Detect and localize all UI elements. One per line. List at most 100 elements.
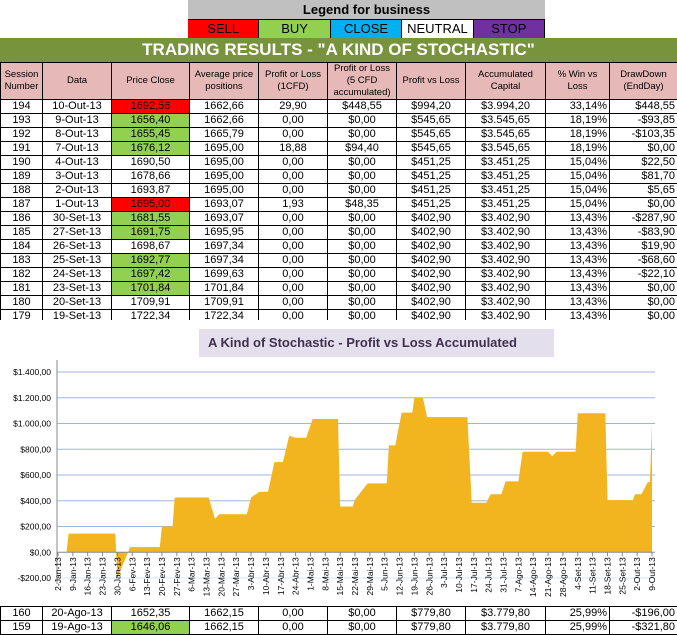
accumulated-capital-cell: $3.451,25 <box>465 197 546 212</box>
price-close-cell: 1691,75 <box>111 225 190 240</box>
price-close-cell: 1652,35 <box>111 606 190 621</box>
price-close-cell: 1701,84 <box>111 281 190 296</box>
drawdown-cell: -$68,60 <box>609 253 677 268</box>
chart: -$200,00 $0,00 $200,00 $400,00 $600,00 $800,0… <box>0 320 677 606</box>
profit-vs-loss-cell: $779,80 <box>396 620 466 635</box>
column-header: Profit or Loss (5 CFD accumulated) <box>327 62 397 100</box>
x-tick-label: 9-Out-13 <box>647 557 657 591</box>
profit-loss-5cfd-cell: $0,00 <box>327 183 397 198</box>
profit-vs-loss-cell: $451,25 <box>396 169 466 184</box>
win-vs-loss-cell: 13,43% <box>545 225 610 240</box>
profit-loss-5cfd-cell: $0,00 <box>327 239 397 254</box>
date-cell: 20-Ago-13 <box>42 606 112 621</box>
session-number-cell: 180 <box>0 295 43 310</box>
session-number-cell: 183 <box>0 253 43 268</box>
drawdown-cell: $81,70 <box>609 169 677 184</box>
profit-vs-loss-cell: $402,90 <box>396 225 466 240</box>
x-tick-label: 19-Jun-13 <box>409 557 419 596</box>
profit-loss-5cfd-cell: $0,00 <box>327 253 397 268</box>
x-tick-label: 3-Abr-13 <box>246 557 256 590</box>
x-tick-label: 1-Mai-13 <box>305 557 315 591</box>
profit-loss-1cfd-cell: 0,00 <box>258 183 328 198</box>
x-tick-label: 16-Jan-13 <box>83 557 93 596</box>
price-close-cell: 1692,56 <box>111 99 190 114</box>
table-row: 188 2-Out-13 1693,87 1695,00 0,00 $0,00 $451,2… <box>0 183 677 198</box>
table-row: 182 24-Set-13 1697,42 1699,63 0,00 $0,00 $402,… <box>0 267 677 282</box>
y-tick-label: $800,00 <box>20 444 51 454</box>
price-close-cell: 1655,45 <box>111 127 190 142</box>
profit-vs-loss-cell: $402,90 <box>396 253 466 268</box>
column-header: Profit vs Loss <box>396 62 466 100</box>
column-header: Average price positions <box>189 62 259 100</box>
accumulated-capital-cell: $3.779,80 <box>465 620 546 635</box>
date-cell: 24-Set-13 <box>42 267 112 282</box>
table-row: 191 7-Out-13 1676,12 1695,00 18,88 $94,40 $545… <box>0 141 677 156</box>
profit-vs-loss-cell: $402,90 <box>396 239 466 254</box>
profit-loss-5cfd-cell: $0,00 <box>327 211 397 226</box>
x-tick-label: 14-Ago-13 <box>528 557 538 597</box>
y-tick-label: $400,00 <box>20 496 51 506</box>
price-close-cell: 1676,12 <box>111 141 190 156</box>
session-number-cell: 190 <box>0 155 43 170</box>
session-number-cell: 182 <box>0 267 43 282</box>
price-close-cell: 1646,06 <box>111 620 190 635</box>
drawdown-cell: $0,00 <box>609 295 677 310</box>
drawdown-cell: $0,00 <box>609 141 677 156</box>
y-tick-label: $600,00 <box>20 470 51 480</box>
accumulated-capital-cell: $3.402,90 <box>465 225 546 240</box>
profit-loss-1cfd-cell: 0,00 <box>258 267 328 282</box>
profit-loss-5cfd-cell: $0,00 <box>327 225 397 240</box>
results-table: Session Number Data Price Close Average pri… <box>0 62 677 320</box>
x-tick-label: 22-Mai-13 <box>350 557 360 596</box>
profit-loss-5cfd-cell: $448,55 <box>327 99 397 114</box>
x-tick-label: 27-Fev-13 <box>172 557 182 596</box>
legend-item-buy: BUY <box>259 20 331 39</box>
profit-vs-loss-cell: $402,90 <box>396 281 466 296</box>
profit-vs-loss-cell: $402,90 <box>396 295 466 310</box>
win-vs-loss-cell: 33,14% <box>545 99 610 114</box>
date-cell: 10-Out-13 <box>42 99 112 114</box>
profit-vs-loss-cell: $402,90 <box>396 211 466 226</box>
table-row: 183 25-Set-13 1692,77 1697,34 0,00 $0,00 $402,… <box>0 253 677 268</box>
x-tick-label: 28-Ago-13 <box>558 557 568 597</box>
profit-loss-5cfd-cell: $0,00 <box>327 169 397 184</box>
table-row: 185 27-Set-13 1691,75 1695,95 0,00 $0,00 $402,… <box>0 225 677 240</box>
profit-vs-loss-cell: $402,90 <box>396 267 466 282</box>
profit-loss-5cfd-cell: $94,40 <box>327 141 397 156</box>
chart-svg: -$200,00 $0,00 $200,00 $400,00 $600,00 $800,0… <box>13 360 657 597</box>
price-close-cell: 1681,55 <box>111 211 190 226</box>
x-tick-label: 30-Jan-13 <box>112 557 122 596</box>
price-close-cell: 1693,87 <box>111 183 190 198</box>
price-close-cell: 1692,77 <box>111 253 190 268</box>
x-tick-label: 31-Jul-13 <box>499 557 509 593</box>
drawdown-cell: -$22,10 <box>609 267 677 282</box>
price-close-cell: 1722,34 <box>111 309 190 320</box>
win-vs-loss-cell: 18,19% <box>545 113 610 128</box>
win-vs-loss-cell: 13,43% <box>545 239 610 254</box>
win-vs-loss-cell: 25,99% <box>545 620 610 635</box>
y-tick-label: $0,00 <box>30 547 52 557</box>
win-vs-loss-cell: 18,19% <box>545 141 610 156</box>
profit-loss-5cfd-cell: $0,00 <box>327 606 397 621</box>
drawdown-cell: $448,55 <box>609 99 677 114</box>
session-number-cell: 181 <box>0 281 43 296</box>
chart-title: A Kind of Stochastic - Profit vs Loss Ac… <box>199 329 554 357</box>
drawdown-cell: $0,00 <box>609 309 677 320</box>
accumulated-capital-cell: $3.779,80 <box>465 606 546 621</box>
profit-loss-5cfd-cell: $0,00 <box>327 309 397 320</box>
date-cell: 20-Set-13 <box>42 295 112 310</box>
date-cell: 2-Out-13 <box>42 183 112 198</box>
results-table-container: TRADING RESULTS - "A KIND OF STOCHASTIC"… <box>0 38 677 320</box>
x-tick-label: 5-Jun-13 <box>380 557 390 591</box>
price-close-cell: 1690,50 <box>111 155 190 170</box>
session-number-cell: 191 <box>0 141 43 156</box>
profit-vs-loss-cell: $545,65 <box>396 127 466 142</box>
drawdown-cell: $19,90 <box>609 239 677 254</box>
y-tick-label: $1.000,00 <box>13 419 51 429</box>
table-row: 186 30-Set-13 1681,55 1693,07 0,00 $0,00 $402,… <box>0 211 677 226</box>
average-price-cell: 1697,34 <box>189 253 259 268</box>
average-price-cell: 1695,00 <box>189 155 259 170</box>
date-cell: 19-Set-13 <box>42 309 112 320</box>
results-table-bottom: 160 20-Ago-13 1652,35 1662,15 0,00 $0,00 $779,… <box>0 606 677 635</box>
date-cell: 30-Set-13 <box>42 211 112 226</box>
